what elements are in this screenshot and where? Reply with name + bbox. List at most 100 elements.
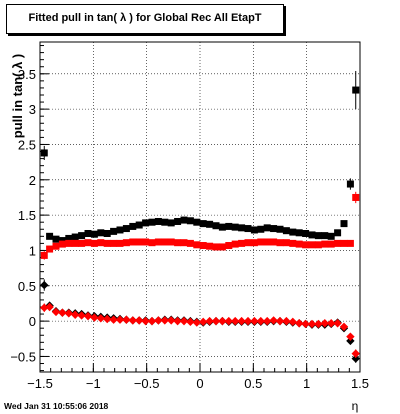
data-point [334, 229, 342, 237]
data-point [206, 220, 214, 228]
data-point [128, 316, 137, 325]
data-point [147, 316, 157, 326]
data-point [129, 238, 137, 246]
data-point [346, 180, 354, 188]
data-point [352, 86, 360, 94]
data-point [308, 241, 316, 249]
data-point [109, 315, 118, 324]
data-point [276, 239, 284, 247]
data-point [257, 225, 265, 233]
data-point [148, 218, 156, 226]
data-point [160, 316, 169, 325]
data-point [199, 317, 208, 327]
data-point [167, 238, 175, 246]
data-point [116, 226, 124, 234]
data-point [135, 221, 143, 229]
data-point [40, 251, 48, 259]
data-point [250, 239, 258, 247]
data-point [314, 319, 323, 329]
timestamp-footer: Wed Jan 31 10:55:06 2018 [4, 401, 109, 411]
data-point [122, 239, 130, 247]
data-point [289, 228, 297, 236]
data-point [78, 232, 86, 240]
y-tick-label: 3.5 [18, 67, 36, 82]
data-point [302, 229, 310, 237]
data-point [282, 239, 290, 247]
data-point [58, 237, 66, 245]
data-point [90, 230, 98, 238]
data-point [270, 225, 278, 233]
data-point [45, 302, 54, 312]
data-point [71, 239, 79, 247]
data-point [295, 229, 303, 237]
data-point [212, 222, 220, 230]
data-point [46, 232, 54, 240]
data-point [314, 241, 322, 249]
data-point [295, 240, 303, 248]
data-point [173, 316, 182, 326]
data-point [52, 235, 60, 243]
chart-title: Fitted pull in tan( λ ) for Global Rec A… [28, 12, 262, 24]
x-tick-label: 0.5 [244, 376, 262, 391]
data-point [231, 223, 239, 231]
data-point [340, 220, 348, 228]
data-point [148, 239, 156, 247]
data-point [231, 240, 239, 248]
data-point [263, 238, 271, 246]
data-point [167, 219, 175, 227]
data-point [142, 219, 150, 227]
data-point [327, 232, 335, 240]
data-point [301, 319, 310, 329]
data-point [84, 229, 92, 237]
data-point [218, 243, 226, 251]
data-point [40, 280, 49, 290]
data-point [199, 242, 207, 250]
data-point [40, 303, 49, 312]
data-point [180, 239, 188, 247]
data-point [84, 239, 92, 247]
x-tick-label: −1 [86, 376, 101, 391]
data-point [351, 349, 360, 358]
data-point [334, 239, 342, 247]
data-point [346, 336, 355, 346]
data-point [115, 315, 125, 324]
y-tick-label: 3 [29, 102, 36, 117]
data-point [231, 316, 240, 326]
data-point [289, 239, 297, 247]
data-point [340, 239, 348, 247]
y-tick-label: −0.5 [10, 349, 36, 364]
data-point [218, 223, 226, 231]
data-point [116, 239, 124, 247]
data-point [243, 316, 253, 326]
y-tick-label: 1 [29, 243, 36, 258]
data-point [212, 243, 220, 251]
data-point [122, 225, 130, 233]
data-point [52, 242, 60, 250]
data-point [250, 226, 258, 234]
data-point [58, 240, 66, 248]
data-point [161, 218, 169, 226]
data-point [180, 216, 188, 224]
data-point [103, 229, 111, 237]
y-axis-label: pull in tan( λ ) [10, 54, 25, 139]
data-point [97, 229, 105, 237]
data-point [167, 316, 176, 325]
data-point [225, 242, 233, 250]
data-point [346, 239, 354, 247]
data-point [321, 240, 329, 248]
data-point [77, 311, 86, 320]
data-point [225, 222, 233, 230]
chart-title-box: Fitted pull in tan( λ ) for Global Rec A… [6, 4, 284, 34]
data-point [211, 316, 221, 326]
data-point [129, 222, 137, 230]
data-point [321, 232, 329, 240]
data-point [179, 316, 189, 326]
data-point [135, 316, 144, 325]
data-point [238, 224, 246, 232]
x-tick-label: 0 [196, 376, 203, 391]
axis-tick-labels: −1.5 −1 −0.5 0 0.5 1 1.5 −0.5 0 0.5 1 1.5 2 2.5 3 3.5 [10, 67, 369, 391]
data-point [238, 239, 246, 247]
data-point [83, 311, 93, 321]
data-point [346, 332, 355, 341]
